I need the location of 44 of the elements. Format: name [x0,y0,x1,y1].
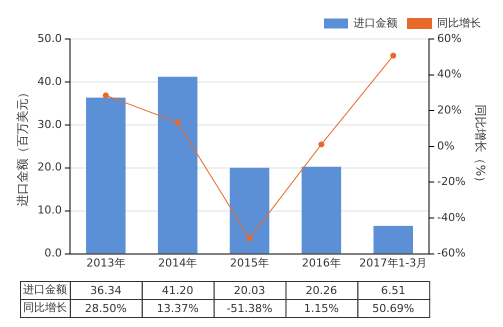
data-label: -51.38% [226,302,272,315]
y-tick-label: 10.0 [37,204,62,217]
y2-tick-label: -20% [437,175,466,188]
y-tick-label: 0.0 [44,246,62,260]
bar [158,76,198,254]
point [102,92,109,98]
x-tick-label: 2014年 [158,256,198,270]
data-label: 6.51 [381,284,406,297]
data-label: 28.50% [84,302,127,315]
bar [86,98,126,254]
data-label: 20.26 [306,284,338,297]
data-label: 36.34 [90,284,122,297]
text: 进口金额 [23,282,67,296]
point [174,119,181,126]
legend-label: 进口金额 [354,16,398,30]
x-tick-label: 2017年1-3月 [359,256,428,270]
bar [302,166,342,254]
y-tick-label: 50.0 [37,32,62,45]
data-label: 20.03 [234,284,266,297]
point [246,235,253,242]
y2-tick-label: 20% [437,103,462,116]
data-label: 41.20 [162,284,194,297]
bar [230,168,270,254]
y-axis-title: 进口金额（百万美元） [15,86,30,206]
y2-tick-label: 0% [437,139,455,152]
data-label: 50.69% [372,302,414,315]
legend-label: 同比增长 [437,16,481,30]
data-label: 1.15% [304,302,339,315]
data-label: 13.37% [156,302,199,315]
point [390,52,396,59]
y2-axis-title: 同比增长（%） [474,104,488,188]
y-tick-label: 40.0 [37,74,62,88]
x-tick-label: 2013年 [86,256,126,270]
point [318,141,324,148]
y2-tick-label: -40% [437,210,466,224]
text: 同比增长 [23,300,67,314]
y2-tick-label: 40% [437,68,462,81]
y-tick-label: 20.0 [37,160,62,174]
x-tick-label: 2016年 [302,256,341,270]
bar [373,226,414,254]
x-tick-label: 2015年 [230,256,270,270]
y2-tick-label: -60% [437,246,466,260]
y2-tick-label: 60% [437,32,462,45]
y-tick-label: 30.0 [37,118,62,131]
